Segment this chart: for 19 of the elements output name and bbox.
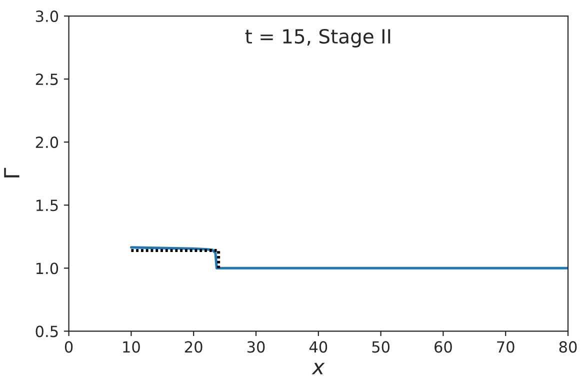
x-tick-label: 50 <box>372 341 390 353</box>
line-series <box>130 246 568 270</box>
y-tick-label: 1.0 <box>36 262 58 274</box>
y-tick-label: 2.5 <box>36 74 58 86</box>
x-tick-label: 10 <box>123 341 140 353</box>
text: t = 15, Stage II <box>245 28 390 48</box>
x-axis-title: x <box>312 362 325 374</box>
y-tick-label: 0.5 <box>36 326 58 338</box>
y-axis-title: Γ <box>4 168 20 178</box>
x-tick-label: 40 <box>309 341 328 353</box>
x-tick-label: 60 <box>434 341 452 353</box>
x-tick-label: 80 <box>559 341 577 353</box>
x-tick-label: 20 <box>185 341 202 353</box>
x-tick-label: 30 <box>247 341 265 353</box>
y-tick-label: 3.0 <box>36 10 58 22</box>
x-tick-label: 70 <box>497 341 514 353</box>
y-tick-label: 1.5 <box>36 200 58 212</box>
y-tick-label: 2.0 <box>36 136 58 148</box>
x-tick-label: 0 <box>64 341 73 353</box>
